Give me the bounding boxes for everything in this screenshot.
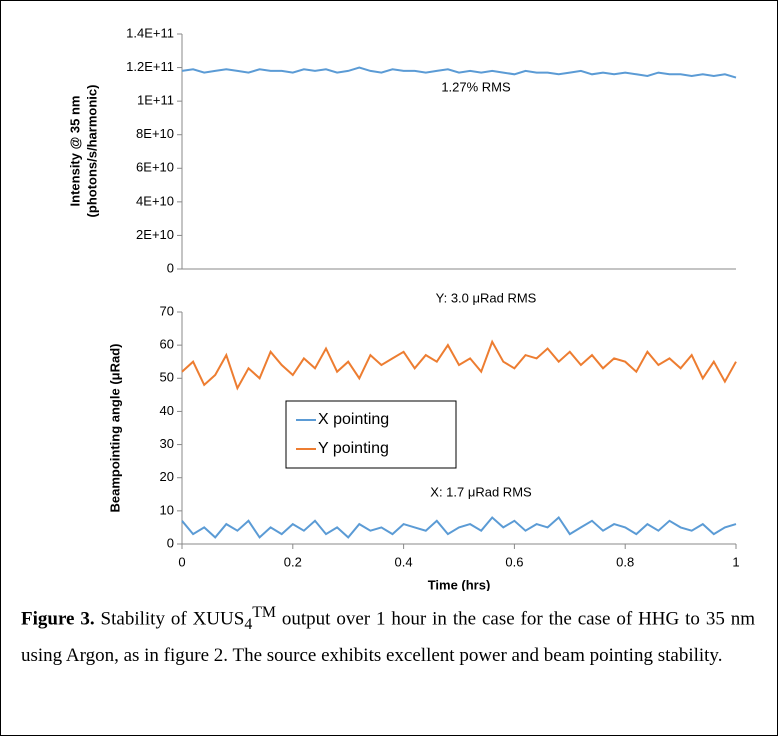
x-tick-label: 0.8 bbox=[616, 554, 634, 569]
legend-box bbox=[285, 400, 457, 469]
caption-sub: 4 bbox=[244, 616, 253, 634]
y-tick-label: 0 bbox=[167, 260, 174, 275]
charts: 0 2E+10 4E+10 6E+10 8E+10 1E+11 1.2E+11 1.4E+11… bbox=[67, 25, 739, 591]
x-axis-title: Time (hrs) bbox=[428, 577, 491, 591]
y-tick-label: 4E+10 bbox=[136, 193, 174, 208]
y-tick-label: 2E+10 bbox=[136, 227, 174, 242]
y-tick-label: 0 bbox=[167, 535, 174, 550]
y-tick-label: 6E+10 bbox=[136, 160, 174, 175]
annotation: X: 1.7 μRad RMS bbox=[430, 484, 532, 499]
x-tick-label: 1 bbox=[732, 554, 739, 569]
x-tick-label: 0.6 bbox=[505, 554, 523, 569]
y-tick-label: 30 bbox=[160, 436, 174, 451]
y-tick-label: 1.4E+11 bbox=[126, 25, 174, 40]
annotation: Y: 3.0 μRad RMS bbox=[436, 290, 537, 305]
series-line bbox=[181, 339, 737, 391]
series-line bbox=[181, 515, 737, 539]
y-tick-label: 40 bbox=[160, 403, 174, 418]
y-tick-label: 10 bbox=[160, 502, 174, 517]
caption-text: output over 1 hour in the case for the c… bbox=[21, 608, 756, 667]
y-axis-title: Intensity @ 35 nm bbox=[67, 96, 82, 207]
y-tick-label: 8E+10 bbox=[136, 126, 174, 141]
y-tick-label: 1E+11 bbox=[137, 93, 174, 108]
y-tick-label: 1.2E+11 bbox=[126, 59, 174, 74]
x-tick-label: 0 bbox=[178, 554, 185, 569]
y-tick-label: 50 bbox=[160, 370, 174, 385]
y-tick-label: 20 bbox=[160, 469, 174, 484]
annotation: 1.27% RMS bbox=[441, 79, 511, 94]
caption-sup: TM bbox=[252, 604, 276, 621]
caption-label: Figure 3. bbox=[21, 608, 95, 630]
y-axis-title: (photons/s/harmonic) bbox=[84, 85, 99, 218]
series-line bbox=[181, 66, 737, 79]
x-tick-label: 0.2 bbox=[284, 554, 302, 569]
legend-label: X pointing bbox=[318, 411, 389, 428]
caption: Figure 3. Stability of XUUS4TM output ov… bbox=[21, 597, 755, 671]
x-tick-label: 0.4 bbox=[395, 554, 413, 569]
y-tick-label: 60 bbox=[160, 337, 174, 352]
legend-label: Y pointing bbox=[318, 440, 389, 457]
caption-text: Stability of XUUS bbox=[94, 608, 245, 630]
y-tick-label: 70 bbox=[160, 303, 174, 318]
y-axis-title: Beampointing angle (μRad) bbox=[107, 343, 122, 512]
